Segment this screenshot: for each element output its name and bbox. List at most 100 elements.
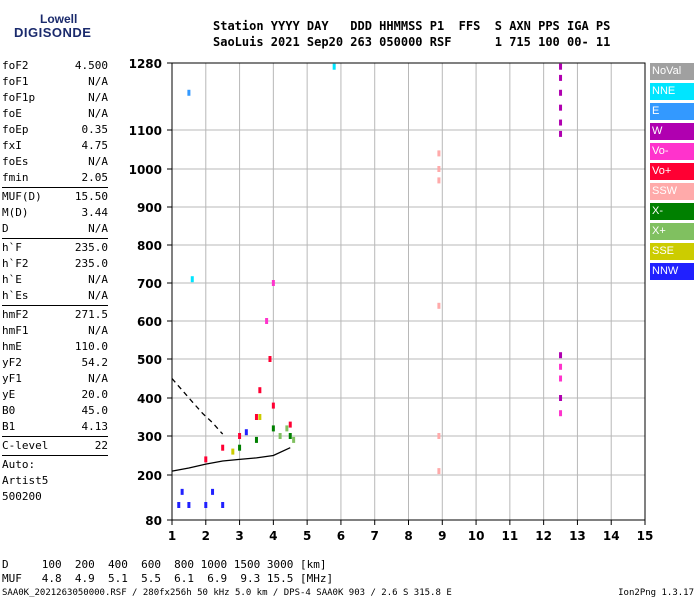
param-value: 271.5	[74, 308, 108, 321]
param-name: hmF2	[2, 308, 29, 321]
param-value: N/A	[88, 222, 108, 235]
y-tick-label: 600	[137, 315, 162, 329]
param-value: 45.0	[81, 404, 109, 417]
param-row: M(D) 3.44	[2, 205, 108, 221]
y-tick-label: 80	[145, 514, 162, 528]
legend-item-vo: Vo-	[650, 143, 694, 160]
param-value: 235.0	[74, 241, 108, 254]
data-point-nnw	[204, 502, 208, 508]
param-value: N/A	[88, 324, 108, 337]
param-row: fmin 2.05	[2, 170, 108, 186]
param-value: 15.50	[74, 190, 108, 203]
param-name: fmin	[2, 171, 29, 184]
data-point-nnw	[177, 502, 181, 508]
data-point-vo	[265, 318, 269, 324]
data-point-x	[238, 444, 242, 451]
header-line-1: Station YYYY DAY DDD HHMMSS P1 FFS S AXN…	[213, 19, 611, 33]
param-name: M(D)	[2, 206, 29, 219]
data-point-w	[559, 130, 563, 137]
param-row: B1 4.13	[2, 419, 108, 435]
data-point-w	[559, 89, 563, 96]
data-point-vo	[238, 433, 242, 439]
param-name: foE	[2, 107, 22, 120]
param-row: MUF(D) 15.50	[2, 189, 108, 205]
param-name: foF2	[2, 59, 29, 72]
x-tick-label: 1	[168, 529, 176, 543]
param-row: B0 45.0	[2, 403, 108, 419]
data-point-ssw	[437, 177, 441, 184]
param-row: hmF2 271.5	[2, 307, 108, 323]
param-name: h`E	[2, 273, 22, 286]
data-point-x	[292, 436, 296, 443]
x-tick-label: 14	[603, 529, 620, 543]
parameter-panel: foF2 4.500 foF1 N/A foF1p N/A foE N/A foEp 0.35 fx…	[2, 58, 108, 505]
y-tick-label: 900	[137, 201, 162, 215]
y-tick-label: 300	[137, 430, 162, 444]
param-row: hmF1 N/A	[2, 323, 108, 339]
data-point-x	[254, 436, 258, 443]
profile-trace	[171, 447, 291, 472]
param-row: D N/A	[2, 221, 108, 237]
x-tick-label: 2	[202, 529, 210, 543]
y-tick-label: 700	[137, 277, 162, 291]
data-point-nnw	[244, 429, 248, 436]
data-point-ssw	[437, 433, 441, 439]
param-name: h`F	[2, 241, 22, 254]
data-point-e	[187, 89, 191, 96]
data-point-vo	[288, 421, 292, 428]
param-value: 2.05	[81, 171, 109, 184]
x-tick-label: 11	[502, 529, 519, 543]
muf-table-distance-row: D 100 200 400 600 800 1000 1500 3000 [km…	[2, 558, 327, 571]
x-tick-label: 9	[438, 529, 446, 543]
param-value: N/A	[88, 155, 108, 168]
legend-item-sse: SSE	[650, 243, 694, 260]
param-row: fxI 4.75	[2, 138, 108, 154]
param-name: hmE	[2, 340, 22, 353]
x-tick-label: 13	[569, 529, 586, 543]
param-value: 4.500	[74, 59, 108, 72]
data-point-x	[271, 425, 275, 432]
param-divider	[2, 305, 108, 306]
muf-table: D 100 200 400 600 800 1000 1500 3000 [km…	[2, 558, 333, 586]
param-value: N/A	[88, 273, 108, 286]
data-point-vo	[559, 410, 563, 417]
param-text: 500200	[2, 490, 42, 503]
param-value: 20.0	[81, 388, 109, 401]
legend-item-nnw: NNW	[650, 263, 694, 280]
param-divider	[2, 238, 108, 239]
param-row: h`Es N/A	[2, 288, 108, 304]
param-name: yF1	[2, 372, 22, 385]
param-row: foF1p N/A	[2, 90, 108, 106]
param-name: D	[2, 222, 9, 235]
param-name: hmF1	[2, 324, 29, 337]
param-value: N/A	[88, 91, 108, 104]
param-row: hmE 110.0	[2, 339, 108, 355]
footer-file-info: SAA0K_2021263050000.RSF / 280fx256h 50 k…	[2, 588, 452, 598]
data-point-vo	[559, 375, 563, 382]
param-divider	[2, 187, 108, 188]
data-point-nnw	[180, 488, 184, 495]
data-point-x	[285, 425, 289, 432]
muf-table-muf-row: MUF 4.8 4.9 5.1 5.5 6.1 6.9 9.3 15.5 [MH…	[2, 572, 334, 585]
y-tick-label: 800	[137, 239, 162, 253]
param-name: fxI	[2, 139, 22, 152]
param-text: Artist5	[2, 474, 49, 487]
param-divider	[2, 436, 108, 437]
param-row: h`E N/A	[2, 272, 108, 288]
x-tick-label: 7	[371, 529, 379, 543]
x-tick-label: 12	[535, 529, 552, 543]
param-row: h`F2 235.0	[2, 256, 108, 272]
param-row: foEp 0.35	[2, 122, 108, 138]
param-row: C-level 22	[2, 438, 108, 454]
data-point-w	[559, 119, 563, 126]
param-name: h`Es	[2, 289, 29, 302]
param-name: MUF(D)	[2, 190, 42, 203]
data-point-vo	[268, 356, 272, 362]
legend-item-nne: NNE	[650, 83, 694, 100]
dashed-trace	[171, 378, 224, 435]
data-point-w	[559, 104, 563, 111]
param-name: foF1	[2, 75, 29, 88]
data-point-nne	[190, 276, 194, 283]
y-tick-label: 200	[137, 469, 162, 483]
legend-item-vo: Vo+	[650, 163, 694, 180]
